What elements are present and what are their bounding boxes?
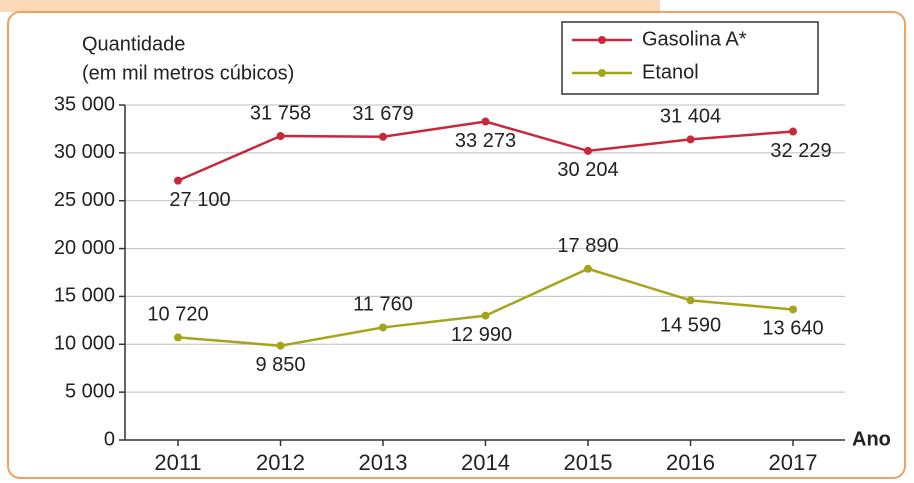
y-tick-label: 0 [104, 428, 115, 450]
y-tick-label: 5 000 [65, 380, 115, 402]
point [174, 333, 182, 342]
point [379, 132, 387, 141]
value-label: 17 890 [557, 235, 618, 257]
y-axis-label: (em mil metros cúbicos) [82, 62, 294, 84]
value-label: 27 100 [169, 189, 230, 211]
legend-label: Gasolina A* [642, 28, 747, 50]
value-label: 13 640 [762, 318, 823, 340]
x-tick-label: 2015 [564, 450, 613, 475]
point [686, 296, 695, 305]
value-label: 32 229 [770, 140, 831, 162]
y-tick-label: 25 000 [54, 189, 115, 211]
top-band [0, 0, 660, 12]
value-label: 11 760 [353, 294, 413, 316]
value-label: 12 990 [451, 324, 512, 346]
value-label: 31 679 [352, 103, 413, 125]
value-label: 30 204 [557, 159, 618, 181]
legend-swatch [598, 69, 606, 77]
frame [7, 11, 906, 479]
value-label: 9 850 [255, 354, 305, 376]
point [481, 311, 490, 320]
value-label: 10 720 [147, 304, 208, 326]
point [174, 176, 182, 185]
x-tick-label: 2016 [666, 450, 715, 475]
x-tick-label: 2012 [256, 450, 305, 475]
point [789, 127, 797, 136]
y-tick-label: 35 000 [54, 93, 115, 115]
point [789, 305, 797, 314]
point [276, 341, 285, 350]
y-tick-label: 20 000 [54, 237, 115, 259]
legend-swatch [598, 36, 606, 44]
legend-label: Etanol [642, 61, 699, 83]
x-tick-label: 2014 [461, 450, 510, 475]
value-label: 14 590 [660, 315, 721, 337]
x-tick-label: 2017 [769, 450, 818, 475]
y-tick-label: 30 000 [54, 141, 115, 163]
x-axis-label: Ano [852, 428, 891, 450]
y-tick-label: 15 000 [54, 285, 115, 307]
x-tick-label: 2013 [359, 450, 408, 475]
value-label: 31 758 [250, 102, 311, 124]
point [584, 146, 592, 155]
point [276, 132, 285, 141]
point [481, 117, 490, 126]
y-axis-label: Quantidade [82, 33, 185, 55]
point [379, 323, 387, 332]
value-label: 33 273 [455, 130, 516, 152]
point [584, 264, 592, 273]
value-label: 31 404 [660, 106, 721, 128]
x-tick-label: 2011 [154, 450, 201, 475]
legend-box [561, 21, 819, 95]
point [686, 135, 695, 144]
y-tick-label: 10 000 [54, 333, 115, 355]
